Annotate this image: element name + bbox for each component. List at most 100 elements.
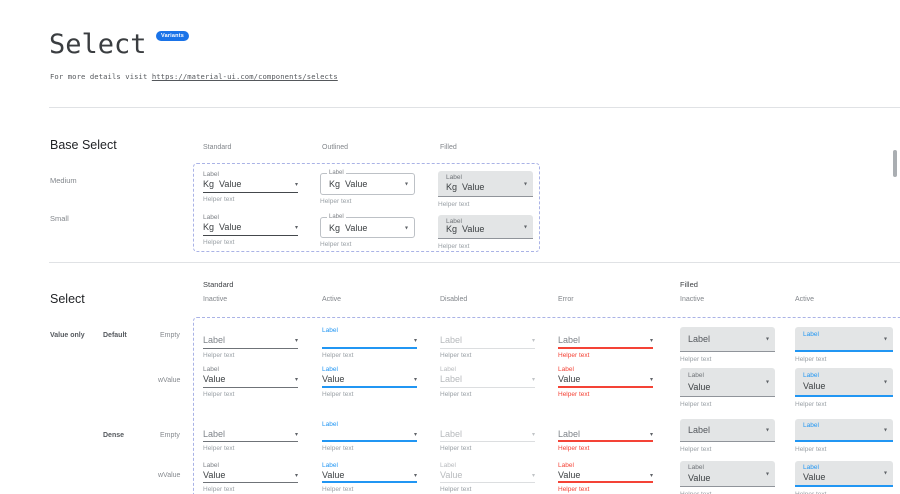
select-value: Value [219,222,242,232]
select-label: Label [803,331,819,338]
select-label: Label [322,366,338,373]
select-filled-inactive-empty[interactable]: Label ▾ Helper text [680,327,775,363]
select-filled-inactive-wvalue-dense[interactable]: Label Value ▾ Helper text [680,461,775,494]
select-placeholder: Label [688,334,711,344]
helper-text: Helper text [320,241,352,248]
filled-select-box[interactable]: Label ▾ [795,327,893,352]
select-filled-active-wvalue-dense[interactable]: Label Value ▾ Helper text [795,461,893,494]
select-filled-inactive-empty-dense[interactable]: Label ▾ Helper text [680,419,775,453]
helper-text: Helper text [680,401,712,408]
dropdown-arrow-icon: ▾ [294,473,298,479]
outlined-select-box[interactable]: Label Kg Value ▾ [320,170,415,195]
dropdown-arrow-icon: ▾ [883,427,887,433]
dropdown-arrow-icon: ▾ [883,379,887,385]
outlined-select-box[interactable]: Label Kg Value ▾ [320,214,415,238]
dropdown-arrow-icon: ▾ [883,336,887,342]
label-spacer [440,327,535,335]
select-placeholder: Label [203,429,226,439]
dropdown-arrow-icon: ▾ [294,377,298,383]
dropdown-arrow-icon: ▾ [765,379,769,386]
base-select-outlined-medium[interactable]: Label Kg Value ▾ Helper text [320,170,415,205]
row-label-wvalue-default: wValue [158,377,181,384]
dropdown-arrow-icon: ▾ [413,338,417,344]
filled-select-box[interactable]: Label Value ▾ [795,461,893,487]
select-value: Value [203,470,226,480]
filled-select-box[interactable]: Label ▾ [680,327,775,352]
select-standard-active-empty-dense[interactable]: Label ▾ Helper text [322,421,417,452]
state-header-error: Error [558,296,574,303]
select-standard-inactive-wvalue[interactable]: Label Value ▾ Helper text [203,366,298,398]
row-label-value-only: Value only [50,332,85,339]
dropdown-arrow-icon: ▾ [765,336,769,343]
select-standard-inactive-empty[interactable]: Label ▾ Helper text [203,327,298,359]
select-standard-error-wvalue-dense[interactable]: Label Value ▾ Helper text [558,462,653,493]
filled-select-box[interactable]: Label Kg Value ▾ [438,171,533,197]
select-standard-inactive-empty-dense[interactable]: Label ▾ Helper text [203,421,298,452]
dropdown-arrow-icon: ▾ [404,225,408,231]
select-standard-disabled-wvalue-dense: Label Value ▾ Helper text [440,462,535,493]
helper-text: Helper text [558,352,590,359]
helper-text: Helper text [203,239,235,246]
helper-text: Helper text [680,491,775,494]
docs-link[interactable]: https://material-ui.com/components/selec… [151,72,338,81]
dropdown-arrow-icon: ▾ [765,471,769,477]
filled-select-box[interactable]: Label ▾ [680,419,775,442]
base-select-outlined-small[interactable]: Label Kg Value ▾ Helper text [320,214,415,248]
select-standard-error-empty-dense[interactable]: Label ▾ Helper text [558,421,653,452]
select-value: Value [322,470,345,480]
filled-select-box[interactable]: Label ▾ [795,419,893,442]
base-select-standard-medium[interactable]: Label Kg Value ▾ Helper text [203,171,298,203]
select-filled-inactive-wvalue[interactable]: Label Value ▾ Helper text [680,368,775,408]
helper-text: Helper text [322,486,354,493]
base-select-filled-medium[interactable]: Label Kg Value ▾ Helper text [438,171,533,208]
filled-select-box[interactable]: Label Kg Value ▾ [438,215,533,239]
dropdown-arrow-icon: ▾ [404,181,408,188]
helper-text: Helper text [795,491,893,494]
select-standard-active-empty[interactable]: Label ▾ Helper text [322,327,417,359]
filled-select-box[interactable]: Label Value ▾ [680,461,775,487]
dropdown-arrow-icon: ▾ [294,225,298,231]
group-header-standard: Standard [203,280,234,289]
select-standard-error-wvalue[interactable]: Label Value ▾ Helper text [558,366,653,398]
select-standard-disabled-empty: Label ▾ Helper text [440,327,535,359]
row-label-dense: Dense [103,432,125,439]
page-title: Select [49,29,147,60]
select-value: Value [803,472,826,482]
select-filled-active-empty-dense[interactable]: Label ▾ Helper text [795,419,893,453]
select-label: Label [203,171,219,178]
dropdown-arrow-icon: ▾ [883,470,887,477]
select-label: Label [446,174,462,181]
select-standard-active-wvalue-dense[interactable]: Label Value ▾ Helper text [322,462,417,493]
helper-text: Helper text [680,356,712,363]
select-standard-error-empty[interactable]: Label ▾ Helper text [558,327,653,359]
select-label: Label [322,327,338,334]
select-value: Value [558,374,581,384]
row-label-empty-dense: Empty [160,432,180,439]
select-value: Value [203,374,226,384]
dropdown-arrow-icon: ▾ [294,338,298,344]
column-header-outlined: Outlined [322,144,349,151]
filled-select-box[interactable]: Label Value ▾ [680,368,775,397]
select-filled-active-empty[interactable]: Label ▾ Helper text [795,327,893,363]
state-header-active: Active [322,296,342,303]
select-standard-inactive-wvalue-dense[interactable]: Label Value ▾ Helper text [203,462,298,493]
helper-text: Helper text [558,445,590,452]
helper-text: Helper text [795,446,827,453]
helper-text: Helper text [320,198,352,205]
scrollbar-thumb[interactable] [893,150,897,177]
select-label: Label [803,464,819,471]
select-standard-active-wvalue[interactable]: Label Value ▾ Helper text [322,366,417,398]
base-select-standard-small[interactable]: Label Kg Value ▾ Helper text [203,214,298,246]
subtitle: For more details visit https://material-… [50,72,338,81]
select-label: Label [322,421,338,428]
filled-select-box[interactable]: Label Value ▾ [795,368,893,397]
base-select-filled-small[interactable]: Label Kg Value ▾ Helper text [438,215,533,250]
label-spacer [558,327,653,335]
select-frame [193,317,900,494]
select-filled-active-wvalue[interactable]: Label Value ▾ Helper text [795,368,893,408]
helper-text: Helper text [203,486,235,493]
select-label: Label [803,372,819,379]
select-adornment: Kg [329,222,341,233]
helper-text: Helper text [795,356,827,363]
